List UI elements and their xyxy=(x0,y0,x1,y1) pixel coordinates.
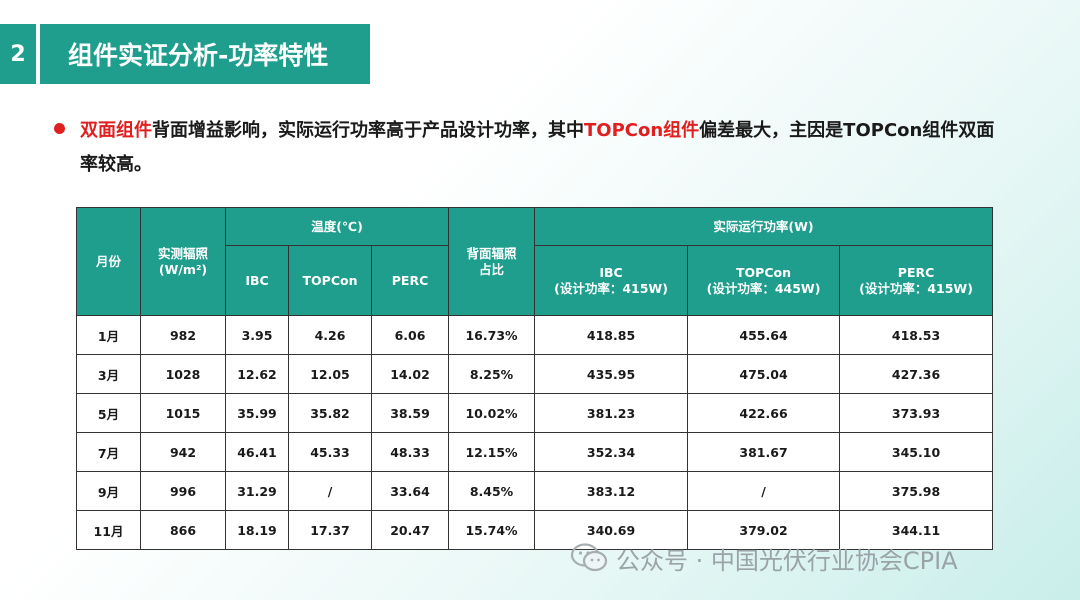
cell-temp-perc: 6.06 xyxy=(370,315,450,355)
table-row: 11月 866 18.19 17.37 20.47 15.74% 340.69 … xyxy=(76,510,994,550)
cell-month: 9月 xyxy=(76,471,141,511)
cell-power-topcon: / xyxy=(687,471,841,511)
header-temperature: 温度(℃) xyxy=(224,207,450,246)
cell-power-topcon: 379.02 xyxy=(687,510,841,550)
bullet-text: 双面组件背面增益影响，实际运行功率高于产品设计功率，其中TOPCon组件偏差最大… xyxy=(80,114,1010,182)
cell-month: 5月 xyxy=(76,393,141,433)
cell-power-ibc: 352.34 xyxy=(534,432,689,472)
cell-temp-ibc: 46.41 xyxy=(225,432,289,472)
bullet-highlight-bifacial: 双面组件 xyxy=(80,120,152,141)
cell-temp-perc: 48.33 xyxy=(370,432,450,472)
cell-irradiance: 866 xyxy=(140,510,226,550)
wechat-icon xyxy=(570,543,608,572)
header-rear-ratio: 背面辐照占比 xyxy=(448,207,536,316)
cell-temp-topcon: 35.82 xyxy=(288,393,372,433)
cell-power-topcon: 422.66 xyxy=(687,393,841,433)
table-row: 3月 1028 12.62 12.05 14.02 8.25% 435.95 4… xyxy=(76,354,994,394)
cell-temp-ibc: 31.29 xyxy=(225,471,289,511)
cell-power-topcon: 455.64 xyxy=(687,315,841,355)
cell-rear-ratio: 15.74% xyxy=(448,510,536,550)
cell-month: 7月 xyxy=(76,432,141,472)
section-number: 2 xyxy=(0,24,36,84)
header-power-ibc-name: IBC xyxy=(599,264,623,280)
cell-temp-ibc: 3.95 xyxy=(225,315,289,355)
cell-irradiance: 1028 xyxy=(140,354,226,394)
cell-power-perc: 344.11 xyxy=(839,510,994,550)
bullet-dot-icon xyxy=(54,123,65,134)
cell-temp-ibc: 12.62 xyxy=(225,354,289,394)
cell-power-ibc: 381.23 xyxy=(534,393,689,433)
bullet-text-segment: 偏差最大，主因是TOPCon组件双面率较高。 xyxy=(80,120,995,175)
header-power-perc-design: (设计功率：415W) xyxy=(859,280,973,296)
cell-temp-perc: 38.59 xyxy=(370,393,450,433)
cell-rear-ratio: 12.15% xyxy=(448,432,536,472)
cell-power-perc: 375.98 xyxy=(839,471,994,511)
header-power-topcon-design: (设计功率：445W) xyxy=(706,280,821,296)
cell-irradiance: 942 xyxy=(140,432,226,472)
cell-power-perc: 418.53 xyxy=(839,315,994,355)
header-power-topcon: TOPCon (设计功率：445W) xyxy=(687,245,841,316)
watermark-text: 公众号 · 中国光伏行业协会CPIA xyxy=(616,546,958,575)
header-temp-topcon: TOPCon xyxy=(288,245,372,316)
header-power: 实际运行功率(W) xyxy=(534,207,994,246)
cell-temp-ibc: 35.99 xyxy=(225,393,289,433)
header-power-ibc: IBC (设计功率：415W) xyxy=(534,245,689,316)
cell-rear-ratio: 8.25% xyxy=(448,354,536,394)
cell-power-ibc: 435.95 xyxy=(534,354,689,394)
header-temp-perc: PERC xyxy=(370,245,450,316)
header-irradiance-unit: (W/m²) xyxy=(158,261,208,277)
table-row: 7月 942 46.41 45.33 48.33 12.15% 352.34 3… xyxy=(76,432,994,472)
cell-power-ibc: 383.12 xyxy=(534,471,689,511)
header-power-perc-name: PERC xyxy=(897,264,935,280)
power-data-table: 月份 实测辐照 (W/m²) 温度(℃) 背面辐照占比 实际运行功率(W) IB… xyxy=(76,207,994,550)
cell-temp-perc: 33.64 xyxy=(370,471,450,511)
cell-power-topcon: 381.67 xyxy=(687,432,841,472)
cell-temp-topcon: 12.05 xyxy=(288,354,372,394)
cell-rear-ratio: 8.45% xyxy=(448,471,536,511)
cell-power-perc: 345.10 xyxy=(839,432,994,472)
cell-irradiance: 1015 xyxy=(140,393,226,433)
header-month: 月份 xyxy=(76,207,141,316)
cell-month: 3月 xyxy=(76,354,141,394)
bullet-text-segment: 背面增益影响，实际运行功率高于产品设计功率，其中 xyxy=(152,120,584,141)
header-irradiance-label: 实测辐照 xyxy=(157,245,208,261)
cell-power-ibc: 340.69 xyxy=(534,510,689,550)
cell-power-perc: 373.93 xyxy=(839,393,994,433)
cell-temp-topcon: 4.26 xyxy=(288,315,372,355)
cell-irradiance: 982 xyxy=(140,315,226,355)
table-row: 5月 1015 35.99 35.82 38.59 10.02% 381.23 … xyxy=(76,393,994,433)
cell-temp-perc: 20.47 xyxy=(370,510,450,550)
cell-power-perc: 427.36 xyxy=(839,354,994,394)
cell-temp-ibc: 18.19 xyxy=(225,510,289,550)
cell-month: 1月 xyxy=(76,315,141,355)
cell-temp-perc: 14.02 xyxy=(370,354,450,394)
cell-rear-ratio: 16.73% xyxy=(448,315,536,355)
header-power-ibc-design: (设计功率：415W) xyxy=(554,280,668,296)
cell-rear-ratio: 10.02% xyxy=(448,393,536,433)
cell-temp-topcon: / xyxy=(288,471,372,511)
header-power-topcon-name: TOPCon xyxy=(736,264,792,280)
header-power-perc: PERC (设计功率：415W) xyxy=(839,245,994,316)
header-temp-ibc: IBC xyxy=(225,245,289,316)
cell-irradiance: 996 xyxy=(140,471,226,511)
table-row: 9月 996 31.29 / 33.64 8.45% 383.12 / 375.… xyxy=(76,471,994,511)
header-rear-ratio-label: 背面辐照占比 xyxy=(466,245,517,277)
cell-month: 11月 xyxy=(76,510,141,550)
page-title: 组件实证分析-功率特性 xyxy=(40,24,370,84)
cell-temp-topcon: 45.33 xyxy=(288,432,372,472)
cell-power-topcon: 475.04 xyxy=(687,354,841,394)
cell-power-ibc: 418.85 xyxy=(534,315,689,355)
header-irradiance: 实测辐照 (W/m²) xyxy=(140,207,226,316)
table-row: 1月 982 3.95 4.26 6.06 16.73% 418.85 455.… xyxy=(76,315,994,355)
bullet-highlight-topcon: TOPCon组件 xyxy=(584,120,700,141)
watermark: 公众号 · 中国光伏行业协会CPIA xyxy=(570,540,958,576)
cell-temp-topcon: 17.37 xyxy=(288,510,372,550)
